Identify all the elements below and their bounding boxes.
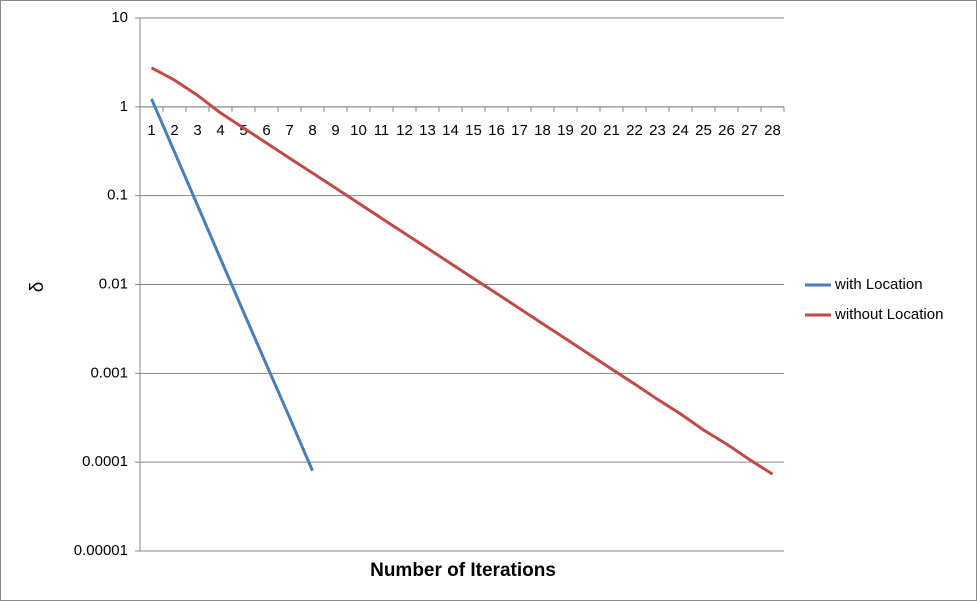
y-tick-label: 0.1: [107, 187, 128, 204]
x-tick-label: 25: [695, 122, 712, 139]
x-tick-label: 11: [374, 122, 390, 139]
y-tick-label: 0.00001: [74, 542, 128, 559]
x-tick-label: 6: [262, 122, 270, 139]
legend-label: with Location: [834, 276, 923, 293]
x-tick-label: 23: [649, 122, 666, 139]
series-line: [150, 98, 314, 472]
x-tick-label: 5: [239, 122, 247, 139]
y-tick-label: 1: [120, 98, 128, 115]
x-tick-label: 22: [626, 122, 643, 139]
x-tick-label: 13: [419, 122, 436, 139]
series-line: [150, 66, 774, 476]
x-tick-label: 4: [216, 122, 224, 139]
y-axis-title: δ: [27, 282, 48, 293]
y-tick-label: 0.0001: [82, 453, 128, 470]
x-tick-label: 7: [285, 122, 293, 139]
x-axis-title: Number of Iterations: [370, 560, 556, 581]
x-tick-label: 17: [511, 122, 528, 139]
x-tick-label: 3: [193, 122, 201, 139]
x-tick-label: 24: [672, 122, 689, 139]
x-tick-label: 10: [350, 122, 367, 139]
x-tick-label: 8: [308, 122, 316, 139]
x-tick-label: 18: [534, 122, 551, 139]
x-tick-label: 26: [718, 122, 735, 139]
y-tick-label: 0.001: [90, 364, 128, 381]
x-tick-label: 21: [603, 122, 620, 139]
x-tick-label: 1: [147, 122, 155, 139]
x-tick-label: 20: [580, 122, 597, 139]
x-tick-label: 28: [764, 122, 781, 139]
x-tick-label: 14: [442, 122, 459, 139]
x-tick-label: 16: [488, 122, 505, 139]
x-tick-label: 27: [741, 122, 758, 139]
y-tick-label: 0.01: [99, 275, 128, 292]
x-tick-label: 19: [557, 122, 574, 139]
x-tick-label: 12: [396, 122, 413, 139]
y-tick-label: 10: [111, 9, 128, 26]
legend-label: without Location: [834, 306, 943, 323]
x-tick-label: 15: [465, 122, 482, 139]
x-tick-label: 9: [331, 122, 339, 139]
x-tick-label: 2: [170, 122, 178, 139]
